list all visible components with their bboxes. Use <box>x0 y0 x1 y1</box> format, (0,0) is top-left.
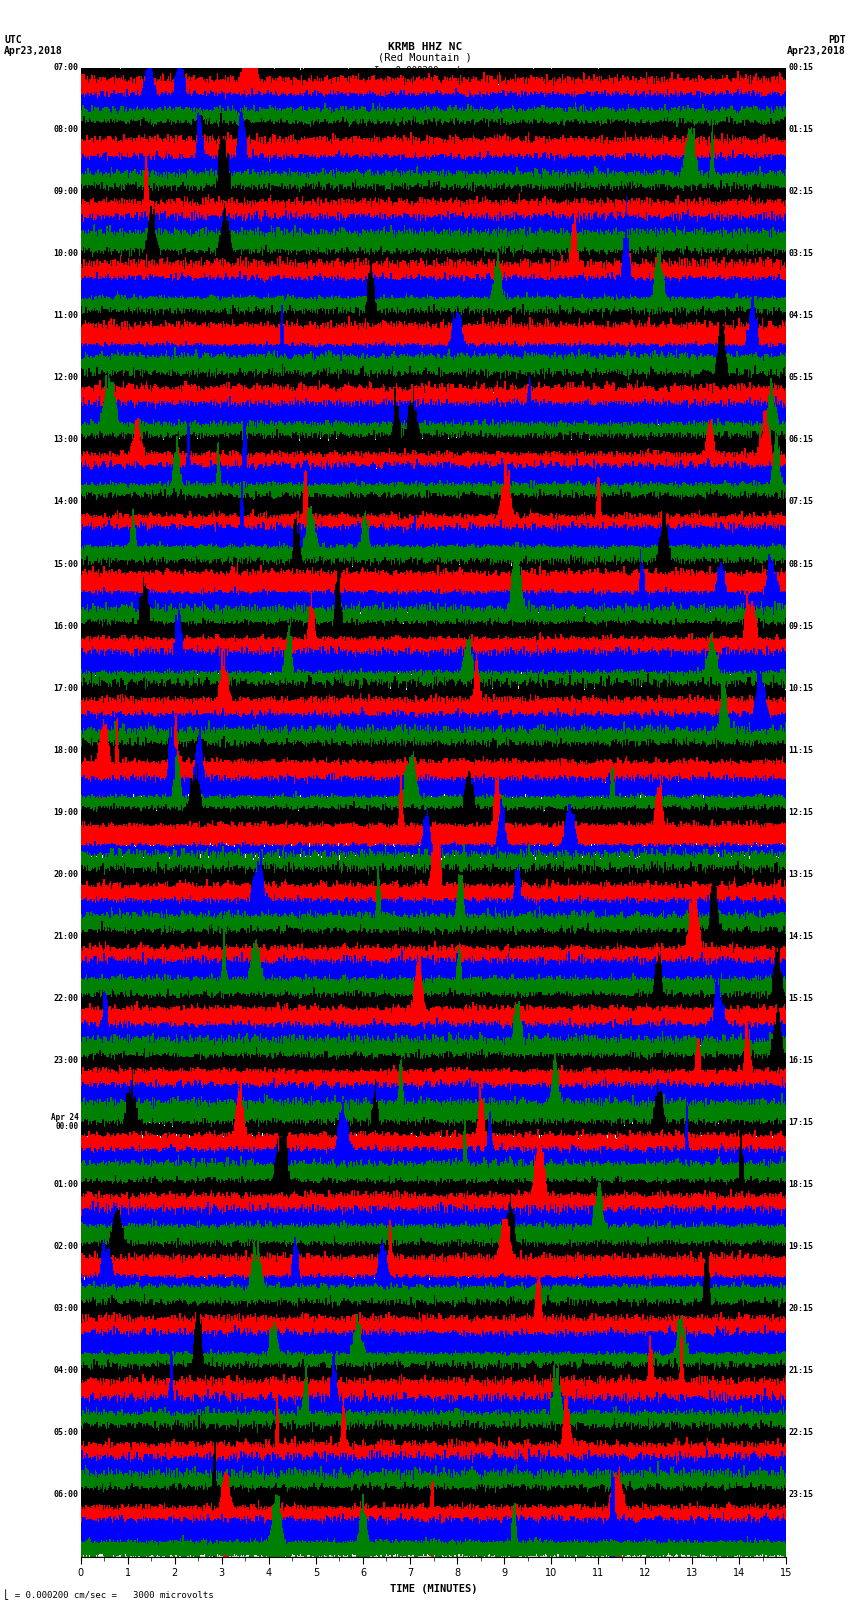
Text: 20:15: 20:15 <box>789 1303 813 1313</box>
Text: 23:15: 23:15 <box>789 1490 813 1498</box>
Text: 03:15: 03:15 <box>789 250 813 258</box>
Text: 19:15: 19:15 <box>789 1242 813 1250</box>
Text: 23:00: 23:00 <box>54 1057 78 1065</box>
Text: 11:00: 11:00 <box>54 311 78 321</box>
Text: 00:00: 00:00 <box>55 1123 78 1131</box>
Text: 17:00: 17:00 <box>54 684 78 692</box>
Text: 18:00: 18:00 <box>54 745 78 755</box>
Text: 04:15: 04:15 <box>789 311 813 321</box>
Text: 08:15: 08:15 <box>789 560 813 568</box>
Text: 05:15: 05:15 <box>789 374 813 382</box>
Text: 21:00: 21:00 <box>54 932 78 940</box>
Text: Apr 24: Apr 24 <box>51 1113 78 1123</box>
Text: 13:15: 13:15 <box>789 869 813 879</box>
Text: 00:15: 00:15 <box>789 63 813 73</box>
Text: ⎣ = 0.000200 cm/sec =   3000 microvolts: ⎣ = 0.000200 cm/sec = 3000 microvolts <box>4 1589 214 1600</box>
Text: 19:00: 19:00 <box>54 808 78 816</box>
Text: 16:00: 16:00 <box>54 621 78 631</box>
Text: KRMB HHZ NC: KRMB HHZ NC <box>388 42 462 52</box>
Text: 06:15: 06:15 <box>789 436 813 445</box>
Text: Apr23,2018: Apr23,2018 <box>4 47 63 56</box>
Text: I = 0.000200 cm/sec: I = 0.000200 cm/sec <box>374 65 476 74</box>
Text: (Red Mountain ): (Red Mountain ) <box>378 53 472 63</box>
Text: 02:15: 02:15 <box>789 187 813 197</box>
Text: 02:00: 02:00 <box>54 1242 78 1250</box>
Text: 12:00: 12:00 <box>54 374 78 382</box>
Text: 12:15: 12:15 <box>789 808 813 816</box>
Text: 20:00: 20:00 <box>54 869 78 879</box>
Text: 16:15: 16:15 <box>789 1057 813 1065</box>
Text: 17:15: 17:15 <box>789 1118 813 1127</box>
Text: 01:00: 01:00 <box>54 1179 78 1189</box>
X-axis label: TIME (MINUTES): TIME (MINUTES) <box>390 1584 477 1594</box>
Text: 06:00: 06:00 <box>54 1490 78 1498</box>
Text: 21:15: 21:15 <box>789 1366 813 1374</box>
Text: PDT: PDT <box>828 35 846 45</box>
Text: 11:15: 11:15 <box>789 745 813 755</box>
Text: 05:00: 05:00 <box>54 1428 78 1437</box>
Text: 08:00: 08:00 <box>54 126 78 134</box>
Text: 15:00: 15:00 <box>54 560 78 568</box>
Text: 03:00: 03:00 <box>54 1303 78 1313</box>
Text: 10:00: 10:00 <box>54 250 78 258</box>
Text: 09:00: 09:00 <box>54 187 78 197</box>
Text: 22:00: 22:00 <box>54 994 78 1003</box>
Text: 04:00: 04:00 <box>54 1366 78 1374</box>
Text: UTC: UTC <box>4 35 22 45</box>
Text: 18:15: 18:15 <box>789 1179 813 1189</box>
Text: 13:00: 13:00 <box>54 436 78 445</box>
Text: 09:15: 09:15 <box>789 621 813 631</box>
Text: Apr23,2018: Apr23,2018 <box>787 47 846 56</box>
Text: 22:15: 22:15 <box>789 1428 813 1437</box>
Text: 07:00: 07:00 <box>54 63 78 73</box>
Text: 07:15: 07:15 <box>789 497 813 506</box>
Text: 10:15: 10:15 <box>789 684 813 692</box>
Text: 14:00: 14:00 <box>54 497 78 506</box>
Text: 14:15: 14:15 <box>789 932 813 940</box>
Text: 15:15: 15:15 <box>789 994 813 1003</box>
Text: 01:15: 01:15 <box>789 126 813 134</box>
